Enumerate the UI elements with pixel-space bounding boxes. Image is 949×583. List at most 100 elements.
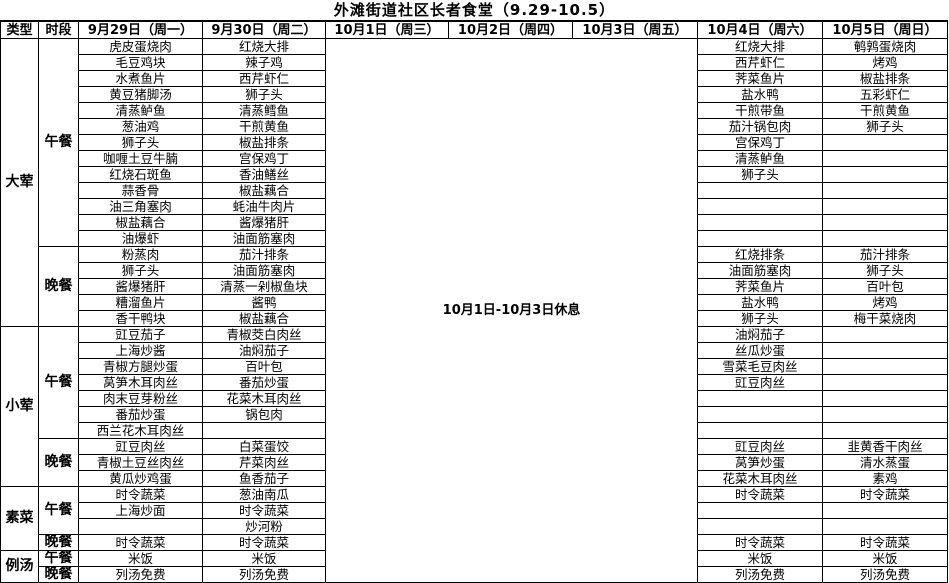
dish-cell[interactable]: 上海炒酱	[78, 342, 203, 359]
dish-cell[interactable]: 狮子头	[822, 262, 948, 279]
dish-cell[interactable]	[697, 230, 823, 247]
meal-period-cell[interactable]: 晚餐	[38, 246, 79, 327]
dish-cell[interactable]: 时令蔬菜	[697, 486, 823, 503]
dish-cell[interactable]	[822, 134, 948, 151]
dish-cell[interactable]: 时令蔬菜	[78, 486, 203, 503]
dish-cell[interactable]: 花菜木耳肉丝	[697, 470, 823, 487]
column-header[interactable]: 10月4日（周六）	[697, 20, 823, 39]
dish-cell[interactable]: 酱爆猪肝	[78, 278, 203, 295]
dish-cell[interactable]: 红烧大排	[202, 38, 326, 55]
dish-cell[interactable]: 椒盐排条	[202, 134, 326, 151]
column-header[interactable]: 时段	[38, 20, 79, 39]
dish-cell[interactable]	[697, 198, 823, 215]
dish-cell[interactable]	[822, 422, 948, 439]
dish-cell[interactable]: 宫保鸡丁	[202, 150, 326, 167]
dish-cell[interactable]: 椒盐排条	[822, 70, 948, 87]
dish-cell[interactable]: 米饭	[697, 550, 823, 567]
dish-cell[interactable]: 莴笋木耳肉丝	[78, 374, 203, 391]
dish-cell[interactable]	[822, 358, 948, 375]
dish-cell[interactable]: 干煎黄鱼	[822, 102, 948, 119]
dish-cell[interactable]: 葱油鸡	[78, 118, 203, 135]
dish-cell[interactable]: 蒜香骨	[78, 182, 203, 199]
dish-cell[interactable]: 红烧大排	[697, 38, 823, 55]
dish-cell[interactable]	[822, 198, 948, 215]
dish-cell[interactable]	[822, 150, 948, 167]
dish-cell[interactable]: 油三角塞肉	[78, 198, 203, 215]
dish-cell[interactable]: 青椒土豆丝肉丝	[78, 454, 203, 471]
dish-cell[interactable]: 锅包肉	[202, 406, 326, 423]
meal-period-cell[interactable]: 午餐	[38, 38, 79, 247]
dish-cell[interactable]: 油焖茄子	[202, 342, 326, 359]
dish-cell[interactable]: 盐水鸭	[697, 86, 823, 103]
dish-cell[interactable]	[78, 518, 203, 535]
meal-period-cell[interactable]: 午餐	[38, 486, 79, 535]
dish-cell[interactable]: 百叶包	[202, 358, 326, 375]
dish-cell[interactable]: 水煮鱼片	[78, 70, 203, 87]
dish-cell[interactable]: 列汤免费	[822, 566, 948, 583]
dish-cell[interactable]	[822, 166, 948, 183]
dish-cell[interactable]: 烤鸡	[822, 294, 948, 311]
dish-cell[interactable]	[822, 214, 948, 231]
dish-cell[interactable]: 豇豆茄子	[78, 326, 203, 343]
dish-cell[interactable]: 黄瓜炒鸡蛋	[78, 470, 203, 487]
column-header[interactable]: 10月1日（周三）	[325, 20, 449, 39]
dish-cell[interactable]: 豇豆肉丝	[697, 374, 823, 391]
dish-cell[interactable]: 油面筋塞肉	[202, 230, 326, 247]
dish-cell[interactable]: 清蒸鲈鱼	[78, 102, 203, 119]
dish-cell[interactable]: 油焖茄子	[697, 326, 823, 343]
dish-cell[interactable]: 狮子头	[822, 118, 948, 135]
dish-cell[interactable]: 虎皮蛋烧肉	[78, 38, 203, 55]
meal-period-cell[interactable]: 晚餐	[38, 534, 79, 551]
dish-cell[interactable]	[822, 518, 948, 535]
dish-cell[interactable]: 西芹虾仁	[697, 54, 823, 71]
dish-cell[interactable]: 烤鸡	[822, 54, 948, 71]
dish-cell[interactable]: 时令蔬菜	[78, 534, 203, 551]
dish-cell[interactable]: 糟溜鱼片	[78, 294, 203, 311]
dish-cell[interactable]: 狮子头	[697, 166, 823, 183]
dish-cell[interactable]: 椒盐藕合	[202, 182, 326, 199]
column-header[interactable]: 10月3日（周五）	[572, 20, 698, 39]
dish-cell[interactable]: 辣子鸡	[202, 54, 326, 71]
dish-cell[interactable]: 豇豆肉丝	[697, 438, 823, 455]
dish-cell[interactable]: 鹌鹑蛋烧肉	[822, 38, 948, 55]
holiday-notice-cell[interactable]: 10月1日-10月3日休息	[325, 38, 698, 583]
dish-cell[interactable]: 百叶包	[822, 278, 948, 295]
dish-cell[interactable]: 狮子头	[78, 134, 203, 151]
dish-cell[interactable]: 梅干菜烧肉	[822, 310, 948, 327]
dish-cell[interactable]: 米饭	[202, 550, 326, 567]
dish-cell[interactable]: 炒河粉	[202, 518, 326, 535]
dish-cell[interactable]	[697, 390, 823, 407]
dish-cell[interactable]: 狮子头	[202, 86, 326, 103]
dish-cell[interactable]: 油面筋塞肉	[697, 262, 823, 279]
dish-cell[interactable]: 清蒸鲈鱼	[697, 150, 823, 167]
dish-cell[interactable]	[822, 374, 948, 391]
dish-cell[interactable]: 茄汁排条	[202, 246, 326, 263]
dish-cell[interactable]: 蚝油牛肉片	[202, 198, 326, 215]
dish-cell[interactable]: 干煎带鱼	[697, 102, 823, 119]
dish-cell[interactable]: 清水蒸蛋	[822, 454, 948, 471]
dish-cell[interactable]	[822, 406, 948, 423]
dish-cell[interactable]: 茄汁排条	[822, 246, 948, 263]
dish-cell[interactable]: 椒盐藕合	[202, 310, 326, 327]
dish-cell[interactable]	[697, 214, 823, 231]
dish-cell[interactable]	[822, 502, 948, 519]
category-cell[interactable]: 例汤	[0, 550, 39, 583]
dish-cell[interactable]: 时令蔬菜	[697, 534, 823, 551]
dish-cell[interactable]: 清蒸鳕鱼	[202, 102, 326, 119]
dish-cell[interactable]	[697, 518, 823, 535]
dish-cell[interactable]: 莴笋炒蛋	[697, 454, 823, 471]
dish-cell[interactable]: 五彩虾仁	[822, 86, 948, 103]
dish-cell[interactable]: 上海炒面	[78, 502, 203, 519]
meal-period-cell[interactable]: 午餐	[38, 550, 79, 567]
dish-cell[interactable]: 时令蔬菜	[202, 534, 326, 551]
dish-cell[interactable]: 青椒方腿炒蛋	[78, 358, 203, 375]
dish-cell[interactable]: 红烧石斑鱼	[78, 166, 203, 183]
dish-cell[interactable]: 西芹虾仁	[202, 70, 326, 87]
dish-cell[interactable]	[822, 390, 948, 407]
dish-cell[interactable]	[822, 182, 948, 199]
meal-period-cell[interactable]: 午餐	[38, 326, 79, 439]
dish-cell[interactable]: 肉末豆芽粉丝	[78, 390, 203, 407]
dish-cell[interactable]: 列汤免费	[78, 566, 203, 583]
dish-cell[interactable]: 鱼香茄子	[202, 470, 326, 487]
dish-cell[interactable]: 盐水鸭	[697, 294, 823, 311]
